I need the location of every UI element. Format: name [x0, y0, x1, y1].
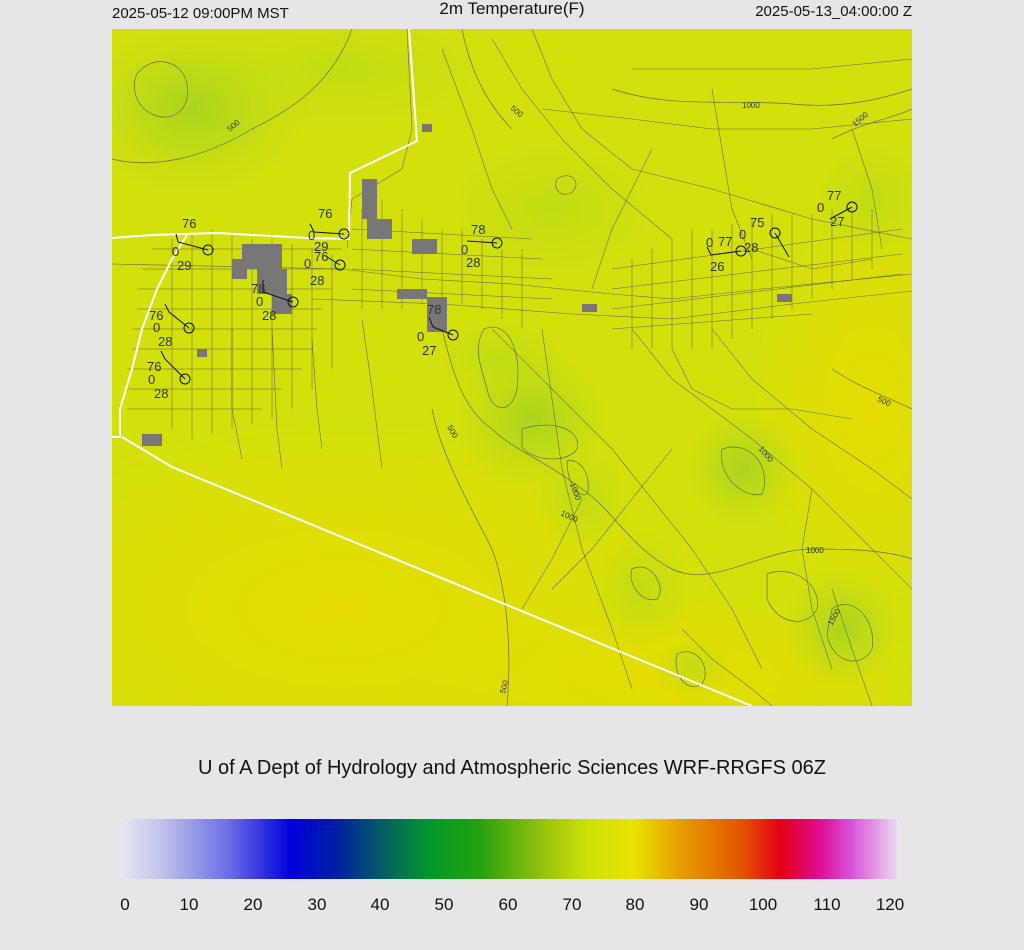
- station-temp: 76: [149, 308, 163, 323]
- station-wind: 0: [308, 228, 315, 243]
- station-dew: 27: [830, 214, 844, 229]
- temperature-colorbar: [120, 819, 897, 879]
- contour-label: 500: [498, 679, 510, 695]
- station-wind: 0: [172, 244, 179, 259]
- contour-label: 1000: [806, 546, 824, 555]
- warm-region: [752, 209, 912, 609]
- colorbar-tick: 20: [243, 895, 263, 914]
- colorbar-tick: 100: [748, 895, 778, 914]
- station-wind: 0: [706, 235, 713, 250]
- station-wind: 0: [461, 242, 468, 257]
- station-plots: 76 0 29 76 0 29 76 0 28 78: [147, 188, 858, 401]
- cool-region: [592, 529, 692, 649]
- station-temp: 76: [314, 249, 328, 264]
- station-dew: 28: [262, 308, 276, 323]
- station-temp: 77: [827, 188, 841, 203]
- station-temp: 78: [251, 281, 265, 296]
- urban-areas: [142, 124, 792, 446]
- colorbar-tick: 70: [562, 895, 582, 914]
- colorbar-tick: 50: [434, 895, 454, 914]
- station-wind: 0: [256, 294, 263, 309]
- colorbar-tick: 40: [370, 895, 390, 914]
- contour-label: 1000: [742, 101, 760, 110]
- map-canvas: 500 500 500 500 500 1000 1000 1000 1000 …: [112, 29, 912, 706]
- station-plot: 76 0 28: [304, 249, 346, 288]
- cool-region: [652, 639, 732, 699]
- station-temp: 78: [427, 302, 441, 317]
- valid-time-utc: 2025-05-13_04:00:00 Z: [755, 3, 912, 20]
- station-temp: 76: [182, 216, 196, 231]
- station-temp: 75: [750, 215, 764, 230]
- station-wind: 0: [304, 256, 311, 271]
- colorbar-tick: 60: [498, 895, 518, 914]
- terrain-contours: [112, 29, 912, 706]
- cool-region: [432, 319, 572, 399]
- station-dew: 28: [310, 273, 324, 288]
- field-title: 2m Temperature(F): [439, 0, 585, 18]
- colorbar-tick: 120: [875, 895, 905, 914]
- city-grids: [127, 199, 903, 439]
- model-credit: U of A Dept of Hydrology and Atmospheric…: [197, 757, 827, 779]
- colorbar-gradient: [120, 819, 897, 879]
- station-temp: 78: [471, 222, 485, 237]
- station-dew: 28: [466, 255, 480, 270]
- station-wind: 0: [739, 227, 746, 242]
- station-plot: 78 0 28: [461, 222, 503, 270]
- station-plot: 76 0 29: [308, 206, 350, 254]
- station-temp: 76: [318, 206, 332, 221]
- colorbar-tick: 30: [307, 895, 327, 914]
- station-plot: 76 0 28: [147, 350, 191, 401]
- station-dew: 26: [710, 259, 724, 274]
- station-dew: 29: [314, 239, 328, 254]
- station-dew: 28: [158, 334, 172, 349]
- colorbar-tick: 10: [179, 895, 199, 914]
- station-plot: 78 0 28: [251, 280, 299, 323]
- temperature-map[interactable]: 500 500 500 500 500 1000 1000 1000 1000 …: [112, 29, 912, 706]
- colorbar-tick: 110: [813, 895, 841, 914]
- station-plot: 77 0 27: [817, 188, 858, 229]
- station-dew: 28: [154, 386, 168, 401]
- cool-region: [192, 29, 492, 129]
- borders: [112, 29, 753, 706]
- station-temp: 76: [147, 359, 161, 374]
- colorbar-tick: 90: [689, 895, 709, 914]
- station-temp: 77: [718, 234, 732, 249]
- cool-region: [782, 569, 902, 689]
- station-dew: 28: [744, 240, 758, 255]
- station-dew: 29: [177, 258, 191, 273]
- colorbar-tick: 80: [625, 895, 645, 914]
- colorbar-tick: 0: [120, 895, 130, 914]
- station-plot: 78 0 27: [417, 302, 459, 358]
- cool-region: [682, 409, 802, 529]
- station-wind: 0: [148, 372, 155, 387]
- station-plot: 76 0 28: [149, 303, 195, 349]
- station-plot: 76 0 29: [172, 216, 214, 273]
- station-wind: 0: [817, 200, 824, 215]
- station-plot: 77 0 26: [706, 234, 747, 274]
- station-plot: 75 0 28: [739, 215, 790, 258]
- station-wind: 0: [417, 329, 424, 344]
- station-dew: 27: [422, 343, 436, 358]
- station-wind: 0: [153, 320, 160, 335]
- valid-time-local: 2025-05-12 09:00PM MST: [112, 5, 289, 22]
- cool-region: [812, 139, 912, 259]
